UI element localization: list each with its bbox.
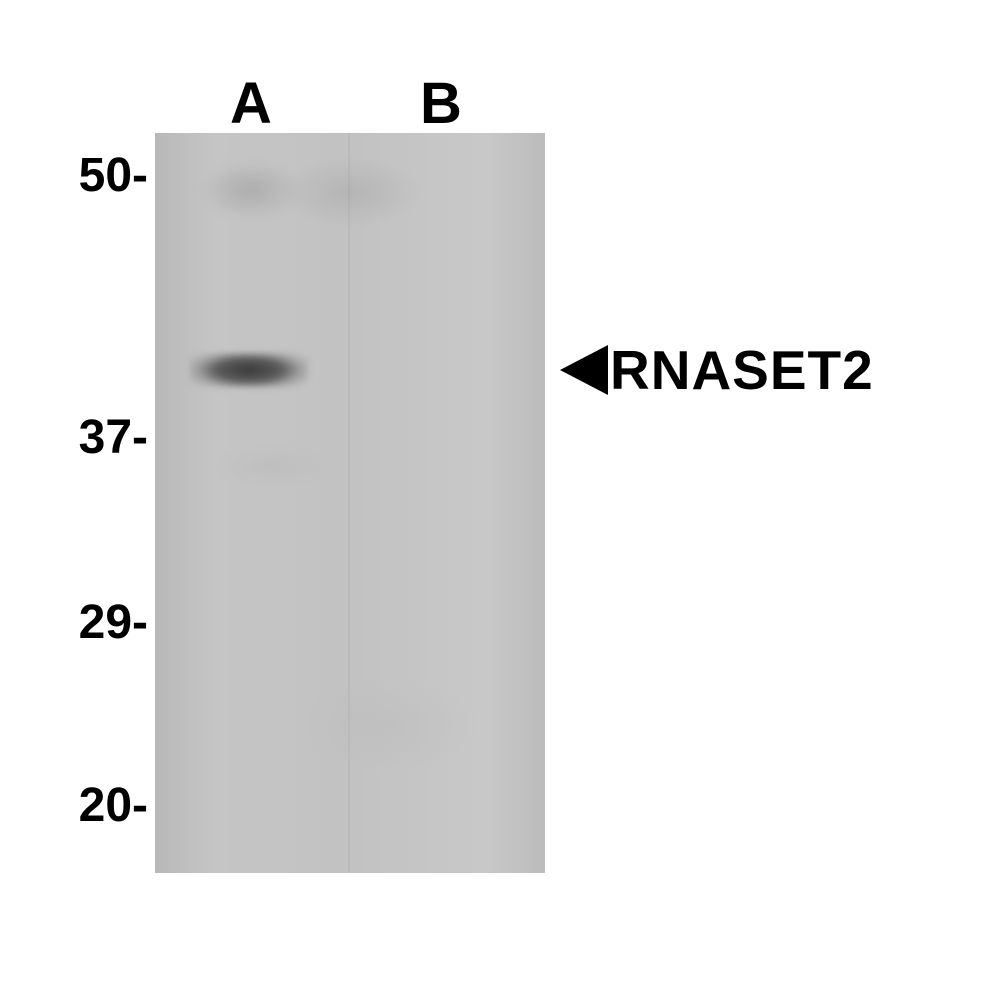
band-annotation-text: RNASET2 [610, 338, 874, 402]
blot-membrane [155, 133, 545, 873]
lane-divider [348, 133, 350, 873]
lane-label-a: A [230, 70, 272, 137]
blot-band-lane-a [190, 353, 308, 387]
mw-marker-20: 20- [79, 778, 148, 833]
band-annotation: RNASET2 [560, 338, 874, 402]
lane-label-b: B [420, 70, 462, 137]
arrow-left-icon [560, 345, 608, 395]
mw-marker-37: 37- [79, 410, 148, 465]
blot-smudge [185, 155, 315, 225]
mw-marker-29: 29- [79, 595, 148, 650]
mw-marker-50: 50- [79, 148, 148, 203]
